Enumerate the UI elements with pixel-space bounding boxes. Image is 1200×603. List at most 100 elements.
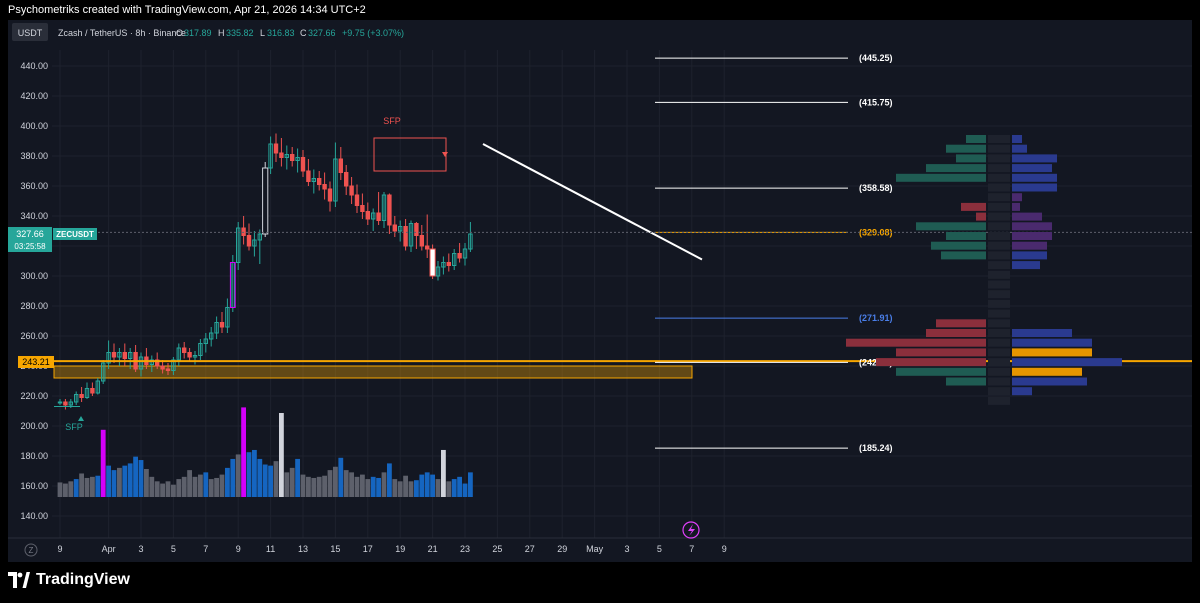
volume-bar <box>111 470 117 497</box>
candle-body <box>160 365 165 370</box>
volume-bar <box>273 461 279 497</box>
volume-bar <box>451 479 457 497</box>
ladder-price-cell <box>988 319 1010 328</box>
candle-body <box>462 248 468 259</box>
y-tick-label: 340.00 <box>20 211 48 221</box>
volume-bars <box>57 407 473 497</box>
volume-bar <box>214 477 219 497</box>
ladder-ask-bar <box>1012 144 1027 153</box>
candle-body <box>79 394 84 398</box>
x-tick-label: 9 <box>236 544 241 554</box>
candle-body <box>149 359 155 365</box>
scale-mode-icon[interactable] <box>24 543 38 557</box>
volume-bar <box>343 470 349 497</box>
y-tick-label: 400.00 <box>20 121 48 131</box>
volume-bar <box>225 467 230 497</box>
volume-bar <box>408 481 414 497</box>
attribution-bar: Psychometriks created with TradingView.c… <box>0 0 1200 20</box>
candle-body <box>155 359 160 367</box>
candle-body <box>74 394 79 403</box>
candle-body <box>182 347 187 353</box>
candle-body <box>468 233 473 250</box>
volume-bar <box>198 474 203 497</box>
volume-bar <box>289 467 295 497</box>
volume-bar <box>160 483 165 497</box>
volume-bar <box>73 479 79 497</box>
candle-body <box>344 172 349 187</box>
open-value: 317.89 <box>184 28 212 38</box>
volume-bar <box>257 458 263 497</box>
ladder-price-cell <box>988 222 1010 231</box>
candle-body <box>317 178 322 185</box>
x-tick-label: 9 <box>722 544 727 554</box>
y-tick-label: 160.00 <box>20 481 48 491</box>
ladder-bid-bar <box>961 202 986 211</box>
x-tick-label: 11 <box>266 544 275 554</box>
candle-body <box>300 157 306 172</box>
ladder-price-cell <box>988 232 1010 240</box>
volume-bar <box>63 483 68 497</box>
ladder-price-cell <box>988 154 1010 163</box>
lightning-icon[interactable] <box>682 521 700 539</box>
candle-body <box>214 322 219 334</box>
symbol-tag: ZECUSDT <box>56 230 94 239</box>
candle-body <box>111 352 117 358</box>
low-value: 316.83 <box>267 28 295 38</box>
candle-body <box>106 352 111 364</box>
volume-bar <box>246 452 252 497</box>
ladder-price-cell <box>988 348 1010 357</box>
candle-body <box>241 227 246 236</box>
high-value: 335.82 <box>226 28 254 38</box>
chart-panel[interactable]: 440.00420.00400.00380.00360.00340.00320.… <box>8 20 1192 562</box>
order-book-widget <box>846 135 1122 405</box>
low-label: L <box>260 28 265 38</box>
ladder-ask-bar <box>1012 154 1057 163</box>
candle-body <box>371 212 376 220</box>
ladder-ask-bar <box>1012 241 1047 250</box>
ladder-price-cell <box>988 290 1010 299</box>
candle-body <box>117 352 122 358</box>
volume-bar <box>208 479 214 497</box>
volume-bar <box>117 467 122 497</box>
ladder-ask-bar <box>1012 358 1122 367</box>
candle-body <box>398 226 403 232</box>
volume-bar <box>106 465 111 497</box>
sfp-markers: SFP SFP <box>54 116 448 432</box>
ladder-ask-bar <box>1012 232 1052 240</box>
volume-bar <box>252 449 257 497</box>
candle-body <box>290 154 295 161</box>
sfp-up-arrow <box>78 416 84 421</box>
volume-bar <box>311 477 317 497</box>
candle-body <box>446 262 452 266</box>
high-label: H <box>218 28 225 38</box>
y-tick-label: 180.00 <box>20 451 48 461</box>
x-axis: 9 Apr 3 5 7 9 11 13 15 17 19 21 23 25 27 29 May 3 5 7 9 <box>8 537 1192 554</box>
ladder-price-cell <box>988 367 1010 376</box>
x-tick-label: 5 <box>171 544 176 554</box>
candle-body <box>246 235 252 247</box>
ladder-bid-bar <box>941 251 986 260</box>
y-tick-label: 200.00 <box>20 421 48 431</box>
y-tick-label: 420.00 <box>20 91 48 101</box>
ladder-ask-bar <box>1012 212 1042 221</box>
tradingview-logo-icon <box>8 572 30 588</box>
symbol-header: USDT Zcash / TetherUS · 8h · Binance O 3… <box>12 23 404 41</box>
volume-bar <box>333 466 338 497</box>
ladder-bid-bar <box>926 164 986 173</box>
price-chart[interactable]: 440.00420.00400.00380.00360.00340.00320.… <box>8 20 1192 562</box>
candle-body <box>128 352 133 359</box>
demand-zone <box>53 365 693 379</box>
candle-body <box>279 152 284 158</box>
ladder-bid-bar <box>931 241 986 250</box>
volume-bar <box>381 472 387 497</box>
candle-body <box>257 233 263 241</box>
volume-bar <box>300 474 306 497</box>
candle-body <box>95 380 100 394</box>
ladder-price-cell <box>988 251 1010 260</box>
candle-body <box>236 227 241 263</box>
candle-body <box>387 194 392 226</box>
volume-bar <box>279 413 284 497</box>
currency-button[interactable] <box>12 23 48 41</box>
volume-bar <box>262 464 268 497</box>
